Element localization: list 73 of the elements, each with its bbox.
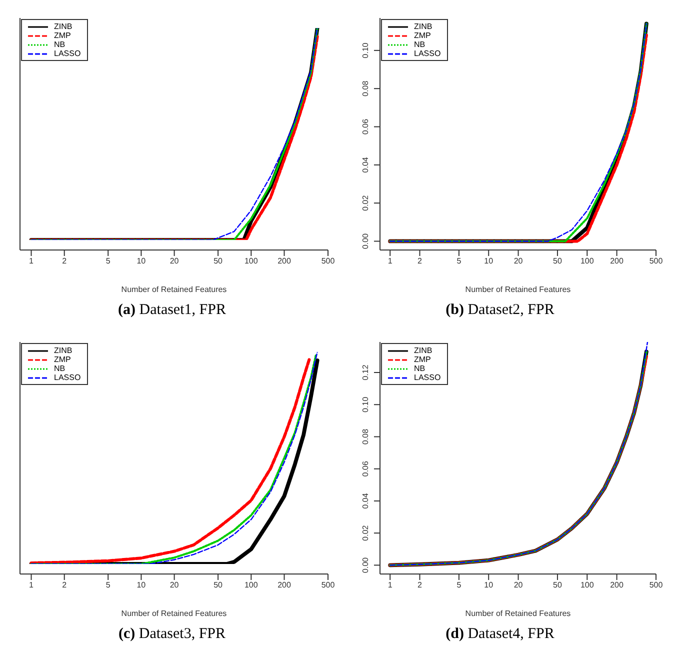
legend-label: NB xyxy=(54,364,66,373)
legend-label: ZINB xyxy=(54,22,72,31)
x-tick-label: 500 xyxy=(321,580,336,590)
y-tick-label: 0.06 xyxy=(361,118,370,135)
legend-label: ZMP xyxy=(54,355,71,364)
x-tick-label: 500 xyxy=(321,256,336,266)
x-tick-label: 20 xyxy=(170,580,180,590)
x-tick-label: 50 xyxy=(214,256,224,266)
x-tick-label: 100 xyxy=(244,256,258,266)
x-tick-label: 10 xyxy=(484,580,494,590)
x-tick-label: 2 xyxy=(418,256,423,266)
x-tick-label: 1 xyxy=(29,256,34,266)
x-tick-label: 10 xyxy=(136,256,146,266)
x-tick-label: 10 xyxy=(484,256,494,266)
y-tick-label: 0.06 xyxy=(361,460,370,477)
x-axis-title: Number of Retained Features xyxy=(121,285,227,294)
legend-label: NB xyxy=(414,364,426,373)
x-tick-label: 10 xyxy=(136,580,146,590)
legend-label: NB xyxy=(414,40,426,49)
x-tick-label: 200 xyxy=(610,256,624,266)
x-tick-label: 100 xyxy=(244,580,258,590)
y-tick-label: 0.00 xyxy=(361,556,370,573)
legend-label: ZINB xyxy=(414,22,432,31)
x-tick-label: 500 xyxy=(649,580,664,590)
x-tick-label: 50 xyxy=(553,256,562,266)
x-tick-label: 2 xyxy=(418,580,423,590)
x-tick-label: 200 xyxy=(610,580,624,590)
x-tick-label: 100 xyxy=(580,580,594,590)
x-axis-title: Number of Retained Features xyxy=(465,609,571,618)
x-tick-label: 5 xyxy=(106,580,111,590)
x-tick-label: 1 xyxy=(388,256,393,266)
x-tick-label: 200 xyxy=(278,580,292,590)
legend-label: ZMP xyxy=(54,31,71,40)
x-tick-label: 100 xyxy=(580,256,594,266)
legend-label: ZMP xyxy=(414,31,431,40)
legend-label: LASSO xyxy=(54,49,81,58)
x-tick-label: 5 xyxy=(456,580,462,590)
x-tick-label: 20 xyxy=(514,256,524,266)
text: (b) Dataset2, FPR xyxy=(444,302,556,319)
y-tick-label: 0.10 xyxy=(361,396,370,412)
x-axis-title: Number of Retained Features xyxy=(121,609,227,618)
y-tick-label: 0.02 xyxy=(361,524,370,541)
y-tick-label: 0.04 xyxy=(361,492,370,509)
x-tick-label: 1 xyxy=(388,580,393,590)
legend-label: NB xyxy=(54,40,66,49)
x-tick-label: 20 xyxy=(514,580,524,590)
y-tick-label: 0.08 xyxy=(361,80,370,96)
x-tick-label: 2 xyxy=(62,580,68,590)
x-tick-label: 50 xyxy=(553,580,562,590)
x-axis-title: Number of Retained Features xyxy=(465,285,571,294)
legend-label: LASSO xyxy=(54,373,81,382)
text: (a) Dataset1, FPR xyxy=(117,302,227,319)
y-tick-label: 0.08 xyxy=(361,428,370,445)
y-tick-label: 0.00 xyxy=(361,232,370,250)
x-tick-label: 200 xyxy=(278,256,292,266)
legend-label: ZINB xyxy=(54,346,72,355)
x-tick-label: 50 xyxy=(214,580,224,590)
legend-label: ZINB xyxy=(414,346,432,355)
x-tick-label: 2 xyxy=(62,256,68,266)
text: (d) Dataset4, FPR xyxy=(444,626,556,643)
y-tick-label: 0.12 xyxy=(361,364,370,380)
x-tick-label: 5 xyxy=(106,256,111,266)
legend-label: LASSO xyxy=(414,49,441,58)
x-tick-label: 5 xyxy=(456,256,462,266)
x-tick-label: 1 xyxy=(29,580,34,590)
x-tick-label: 500 xyxy=(649,256,664,266)
y-tick-label: 0.04 xyxy=(361,156,370,173)
y-tick-label: 0.02 xyxy=(361,194,370,211)
y-tick-label: 0.10 xyxy=(361,42,370,58)
text: (c) Dataset3, FPR xyxy=(117,626,227,643)
x-tick-label: 20 xyxy=(170,256,180,266)
legend-label: ZMP xyxy=(414,355,431,364)
legend-label: LASSO xyxy=(414,373,441,382)
